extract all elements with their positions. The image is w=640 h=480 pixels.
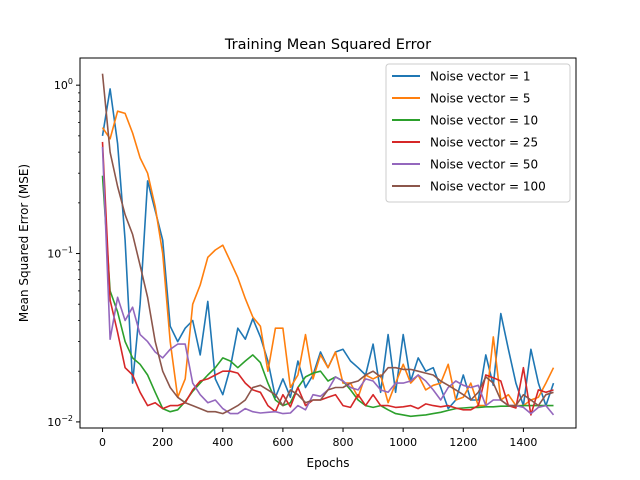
series-layer (101, 73, 555, 418)
chart-title: Training Mean Squared Error (224, 37, 431, 53)
legend-label: Noise vector = 100 (430, 180, 546, 194)
x-tick-label: 1200 (449, 436, 477, 449)
x-axis-label: Epochs (307, 456, 350, 470)
plot-area-frame (79, 57, 577, 429)
series-line-3 (101, 141, 554, 416)
x-tick-label: 1400 (509, 436, 537, 449)
y-tick-label: 10−1 (47, 246, 73, 261)
x-tick-label: 400 (212, 436, 233, 449)
x-tick-label: 600 (272, 436, 293, 449)
legend-label: Noise vector = 50 (430, 158, 538, 172)
series-line-5 (101, 73, 554, 415)
legend-label: Noise vector = 25 (430, 136, 538, 150)
legend-box (385, 63, 571, 203)
legend-label: Noise vector = 5 (430, 92, 530, 106)
x-tick-label: 1000 (389, 436, 417, 449)
x-tick-label: 800 (333, 436, 354, 449)
legend: Noise vector = 1 Noise vector = 5 Noise ve… (385, 63, 571, 203)
y-tick-label: 100 (54, 77, 73, 92)
x-tick-label: 200 (152, 436, 173, 449)
y-tick-label: 10−2 (47, 414, 73, 429)
y-axis-label: Mean Squared Error (MSE) (17, 164, 31, 322)
legend-label: Noise vector = 10 (430, 114, 538, 128)
legend-label: Noise vector = 1 (430, 70, 530, 84)
series-line-2 (101, 175, 554, 418)
x-tick-label: 0 (99, 436, 106, 449)
x-axis: 0 200 400 600 800 1000 1200 1400 (99, 428, 537, 449)
